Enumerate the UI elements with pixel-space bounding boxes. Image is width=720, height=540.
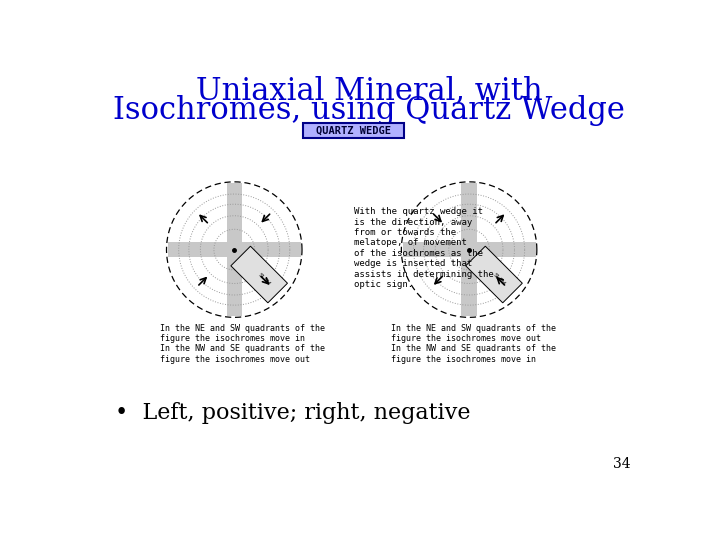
Text: In the NE and SW quadrants of the
figure the isochromes move in
In the NW and SE: In the NE and SW quadrants of the figure…	[160, 323, 325, 364]
Bar	[227, 183, 242, 316]
Text: QUARTZ WEDGE: QUARTZ WEDGE	[316, 125, 391, 135]
Text: SLOW: SLOW	[492, 272, 505, 286]
Polygon shape	[231, 246, 287, 303]
Text: Isochromes, using Quartz Wedge: Isochromes, using Quartz Wedge	[113, 96, 625, 126]
FancyBboxPatch shape	[303, 123, 405, 138]
Text: 34: 34	[613, 457, 631, 471]
Text: •  Left, positive; right, negative: • Left, positive; right, negative	[115, 402, 470, 424]
Text: Uniaxial Mineral, with: Uniaxial Mineral, with	[196, 75, 542, 106]
Text: In the NE and SW quadrants of the
figure the isochromes move out
In the NW and S: In the NE and SW quadrants of the figure…	[390, 323, 556, 364]
Bar	[402, 242, 536, 257]
Text: With the quartz wedge it
is the direction, away
from or towards the
melatope, of: With the quartz wedge it is the directio…	[354, 207, 493, 289]
Polygon shape	[466, 246, 522, 303]
Bar	[168, 242, 301, 257]
Text: SLOW: SLOW	[257, 272, 271, 286]
Bar	[462, 183, 477, 316]
